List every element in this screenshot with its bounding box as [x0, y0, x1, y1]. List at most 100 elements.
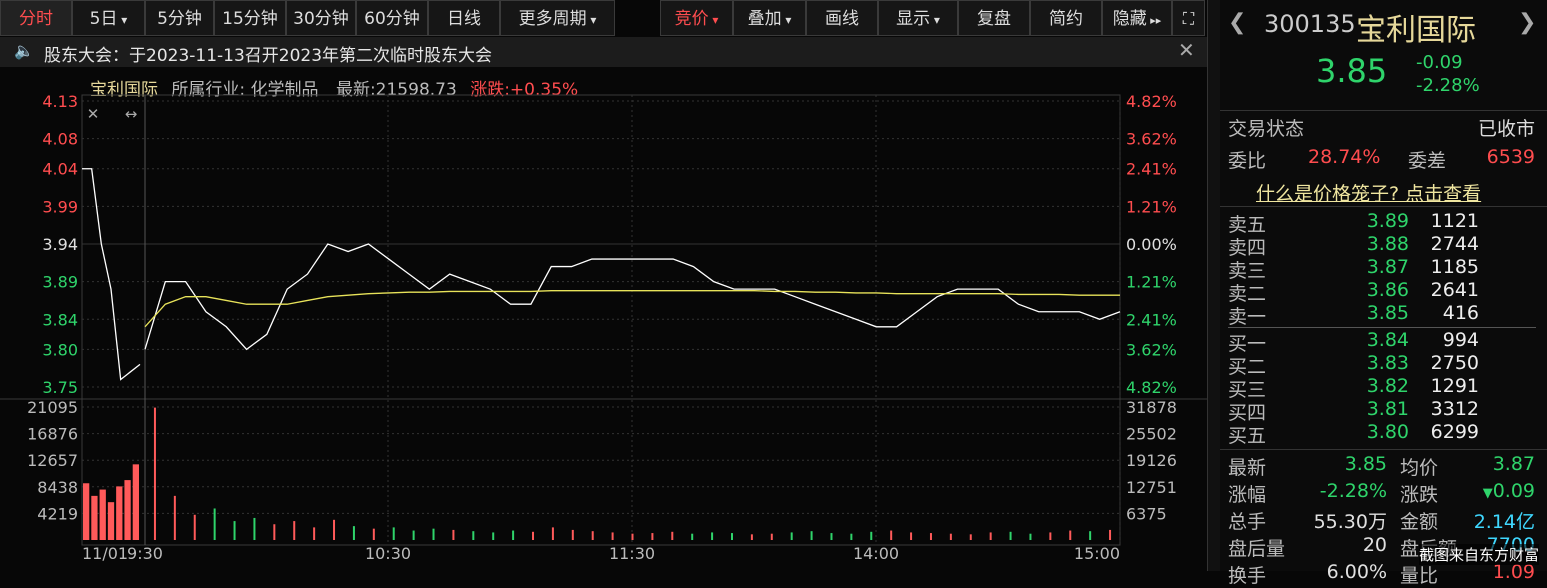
y-tick-label: 3.94	[42, 235, 78, 254]
period-tab[interactable]: 30分钟	[286, 0, 356, 36]
book-volume: 1121	[1430, 210, 1479, 232]
volume-bar	[870, 531, 873, 540]
stat-label: 盘后量	[1228, 538, 1286, 560]
period-tab[interactable]: 5分钟	[145, 0, 214, 36]
y-tick-label: 3.99	[42, 197, 78, 216]
volume-bar	[107, 502, 115, 540]
volume-bar	[372, 528, 375, 540]
volume-right-label: 6375	[1126, 504, 1167, 523]
y-tick-label: 3.75	[42, 378, 78, 397]
book-price: 3.80	[1366, 421, 1409, 443]
volume-bar	[83, 483, 90, 540]
close-notice[interactable]: ✕	[1178, 38, 1195, 62]
tool-button[interactable]: 竞价 ▾	[660, 0, 733, 36]
volume-bar	[124, 480, 131, 540]
volume-bar	[1109, 529, 1112, 540]
book-volume: 1291	[1430, 375, 1479, 397]
volume-bar	[969, 534, 972, 540]
volume-right-label: 25502	[1126, 425, 1177, 444]
stat-value: 3.85	[1344, 453, 1387, 475]
volume-bar	[890, 530, 893, 540]
book-volume: 6299	[1430, 421, 1479, 443]
ratio-label: 委比	[1228, 150, 1267, 172]
volume-bar	[352, 526, 355, 540]
period-tab[interactable]: 日线	[428, 0, 500, 36]
volume-bar	[850, 533, 853, 540]
stat-value: 3.87	[1492, 453, 1535, 475]
period-tab[interactable]: 60分钟	[356, 0, 428, 36]
x-tick-label: 9:30	[127, 544, 163, 563]
prev-arrow[interactable]: ❮	[1228, 10, 1247, 35]
period-tab[interactable]: 5日 ▾	[72, 0, 145, 36]
book-volume: 2744	[1430, 233, 1479, 255]
book-label: 买四	[1228, 402, 1267, 424]
book-price: 3.83	[1366, 352, 1409, 374]
volume-bar	[750, 534, 753, 540]
y-tick-label: 12657	[27, 451, 78, 470]
notice-text[interactable]: 股东大会：于2023-11-13召开2023年第二次临时股东大会	[44, 46, 493, 66]
close-overlay[interactable]: ✕	[87, 105, 100, 123]
stat-value: 55.30万	[1313, 511, 1387, 533]
stat-label: 涨幅	[1228, 484, 1267, 506]
book-label: 卖五	[1228, 214, 1267, 236]
book-label: 卖四	[1228, 237, 1267, 259]
period-tab[interactable]: 分时	[0, 0, 72, 36]
stat-label: 金额	[1400, 511, 1439, 533]
y-tick-label: 3.89	[42, 273, 78, 292]
price-cage-link[interactable]: 什么是价格笼子? 点击查看	[1256, 183, 1482, 205]
book-label: 卖三	[1228, 260, 1267, 282]
avg-line	[144, 290, 1120, 328]
book-label: 买一	[1228, 333, 1267, 355]
premarket-line	[82, 168, 141, 381]
period-tab[interactable]: 15分钟	[214, 0, 286, 36]
book-price: 3.89	[1366, 210, 1409, 232]
x-tick-label: 11:30	[609, 544, 655, 563]
volume-bar	[1089, 531, 1092, 540]
divider	[1207, 0, 1220, 571]
y-tick-label: 8438	[37, 478, 78, 497]
volume-bar	[810, 531, 813, 540]
volume-bar	[91, 495, 98, 540]
diff: 6539	[1486, 146, 1535, 168]
stat-label: 涨跌	[1400, 484, 1439, 506]
tool-button[interactable]: 显示 ▾	[878, 0, 958, 36]
y-tick-label: 3.80	[42, 340, 78, 359]
period-tab[interactable]: 更多周期 ▾	[500, 0, 615, 36]
volume-bar	[591, 531, 594, 540]
volume-bar	[512, 530, 515, 540]
pct-label: 1.21%	[1126, 273, 1177, 292]
volume-bar	[571, 529, 574, 540]
stat-value: 6.00%	[1326, 561, 1387, 583]
stat-label: 换手	[1228, 565, 1267, 587]
book-label: 买二	[1228, 356, 1267, 378]
fullscreen-button[interactable]: ⛶	[1172, 0, 1205, 36]
stat-label: 均价	[1400, 457, 1439, 479]
volume-bar	[412, 530, 415, 540]
book-volume: 2750	[1430, 352, 1479, 374]
tool-button[interactable]: 简约	[1030, 0, 1102, 36]
y-tick-label: 4.13	[42, 92, 78, 111]
book-label: 买三	[1228, 379, 1267, 401]
resize-overlay[interactable]: ↔	[125, 105, 138, 123]
tool-button[interactable]: 复盘	[958, 0, 1030, 36]
book-price: 3.85	[1366, 302, 1409, 324]
tool-button[interactable]: 画线	[806, 0, 878, 36]
book-volume: 3312	[1430, 398, 1479, 420]
stat-value: 20	[1362, 534, 1387, 556]
volume-bar	[492, 532, 495, 540]
ratio: 28.74%	[1308, 146, 1381, 168]
y-tick-label: 21095	[27, 398, 78, 417]
stat-label: 量比	[1400, 565, 1439, 587]
volume-bar	[830, 533, 833, 540]
plot-frame	[81, 94, 1121, 546]
volume-bar	[153, 407, 156, 540]
next-arrow[interactable]: ❯	[1518, 10, 1537, 35]
diff-label: 委差	[1408, 150, 1447, 172]
pct-label: 2.41%	[1126, 160, 1177, 179]
tool-button[interactable]: 叠加 ▾	[733, 0, 806, 36]
tool-button[interactable]: 隐藏 ▸▸	[1102, 0, 1172, 36]
stat-value: ▼0.09	[1482, 480, 1535, 502]
volume-bar	[452, 529, 455, 540]
volume-bar	[392, 527, 395, 540]
